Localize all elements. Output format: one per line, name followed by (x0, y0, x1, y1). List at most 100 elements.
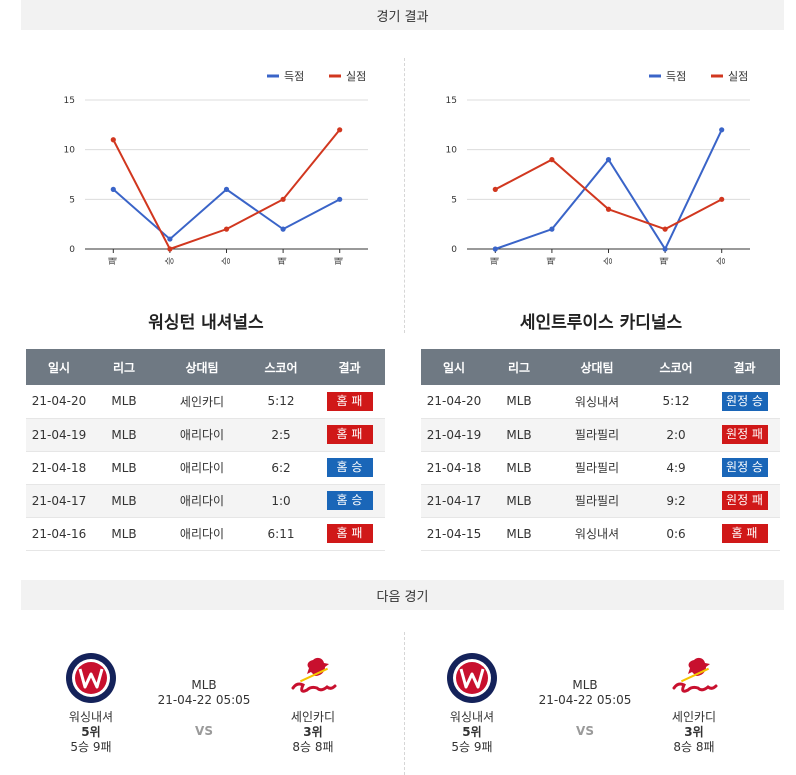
cell-score: 0:6 (643, 517, 709, 551)
away-team-name: 세인카디 (671, 710, 717, 724)
series-line-allowed (494, 158, 723, 231)
away-team-name: 세인카디 (290, 710, 336, 724)
result-badge: 원정 승 (721, 458, 768, 477)
data-point (492, 186, 498, 192)
data-point (492, 246, 498, 252)
y-tick-label: 5 (69, 195, 75, 205)
table-header-row: 일시 리그 상대팀 스코어 결과 (26, 349, 385, 385)
next-game-away-team[interactable]: 세인카디 3위 8승 8패 (268, 652, 358, 755)
cell-league: MLB (92, 418, 156, 452)
y-tick-label: 10 (64, 146, 76, 156)
data-point (662, 226, 668, 232)
cell-result: 홈 패 (314, 418, 385, 452)
cell-score: 6:2 (248, 451, 314, 485)
data-point (719, 127, 725, 133)
column-header-date: 일시 (421, 349, 487, 385)
data-point (167, 236, 173, 242)
table-row: 21-04-15 MLB 워싱내셔 0:6 홈 패 (421, 517, 780, 551)
next-game-info: MLB 21-04-22 05:05 (525, 678, 645, 708)
left-team-score-chart: 0 5 10 15 패 승 승 패 패 득점 실점 (64, 70, 368, 265)
data-point (549, 157, 555, 163)
x-tick-label: 승 (716, 257, 727, 265)
x-tick-label: 승 (164, 257, 175, 265)
next-game-section-header: 다음 경기 (21, 580, 784, 610)
cell-result: 홈 패 (314, 385, 385, 419)
data-point (549, 226, 555, 232)
data-point (337, 196, 343, 202)
cell-opponent: 필라필리 (551, 418, 643, 452)
cell-league: MLB (92, 385, 156, 419)
cell-result: 원정 승 (709, 451, 780, 485)
result-badge: 원정 승 (721, 391, 768, 411)
result-badge: 홈 승 (326, 491, 373, 510)
result-badge: 원정 패 (721, 491, 768, 510)
result-badge: 홈 패 (326, 524, 373, 543)
cell-result: 홈 패 (314, 517, 385, 551)
cell-score: 5:12 (643, 385, 709, 419)
next-game-league: MLB (191, 678, 217, 692)
cell-score: 5:12 (248, 385, 314, 419)
cell-result: 홈 승 (314, 451, 385, 485)
legend-label: 득점 (284, 70, 304, 83)
next-game-away-team[interactable]: 세인카디 3위 8승 8패 (649, 652, 739, 755)
y-tick-label: 0 (69, 245, 75, 255)
results-section-title: 경기 결과 (376, 9, 429, 25)
x-tick-label: 승 (603, 257, 614, 265)
away-team-record: 8승 8패 (673, 740, 715, 754)
cardinals-logo-icon (291, 657, 337, 693)
column-header-date: 일시 (26, 349, 92, 385)
cell-league: MLB (92, 484, 156, 518)
cell-date: 21-04-16 (26, 517, 92, 551)
cell-league: MLB (487, 517, 551, 551)
table-row: 21-04-17 MLB 필라필리 9:2 원정 패 (421, 484, 780, 518)
x-tick-label: 승 (221, 257, 232, 265)
cell-date: 21-04-19 (421, 418, 487, 452)
home-team-name: 워싱내셔 (449, 710, 495, 724)
data-point (605, 206, 612, 212)
next-game-card-right: 워싱내셔 5위 5승 9패 MLB 21-04-22 05:05 VS 세인카디… (407, 640, 787, 760)
cell-league: MLB (487, 418, 551, 452)
column-header-opponent: 상대팀 (551, 349, 643, 385)
cell-result: 원정 패 (709, 418, 780, 452)
next-game-divider (404, 632, 405, 775)
cell-league: MLB (487, 484, 551, 518)
home-team-rank: 5위 (81, 725, 101, 739)
data-point (337, 127, 343, 133)
home-team-name: 워싱내셔 (68, 710, 114, 724)
vs-label: VS (195, 724, 213, 738)
table-row: 21-04-18 MLB 애리다이 6:2 홈 승 (26, 451, 385, 485)
next-game-home-team[interactable]: 워싱내셔 5위 5승 9패 (46, 652, 136, 755)
cell-opponent: 애리다이 (156, 451, 248, 485)
cell-date: 21-04-17 (421, 484, 487, 518)
cell-league: MLB (92, 517, 156, 551)
column-divider (404, 58, 405, 333)
table-row: 21-04-20 MLB 워싱내셔 5:12 원정 승 (421, 385, 780, 419)
right-team-score-chart: 0 5 10 15 패 패 승 패 승 득점 실점 (446, 70, 750, 265)
legend-label: 득점 (666, 70, 686, 83)
column-header-result: 결과 (709, 349, 780, 385)
result-badge: 홈 패 (721, 524, 768, 543)
data-point (719, 196, 725, 202)
x-tick-label: 패 (108, 257, 119, 265)
cell-date: 21-04-18 (26, 451, 92, 485)
cell-score: 1:0 (248, 484, 314, 518)
cell-score: 2:0 (643, 418, 709, 452)
column-header-score: 스코어 (643, 349, 709, 385)
result-badge: 홈 패 (326, 391, 373, 411)
nationals-logo-icon (66, 653, 116, 703)
data-point (605, 157, 612, 163)
next-game-home-team[interactable]: 워싱내셔 5위 5승 9패 (427, 652, 517, 755)
cell-opponent: 세인카디 (156, 385, 248, 419)
x-tick-label: 패 (278, 257, 289, 265)
table-row: 21-04-17 MLB 애리다이 1:0 홈 승 (26, 484, 385, 518)
cell-date: 21-04-20 (421, 385, 487, 419)
away-team-record: 8승 8패 (292, 740, 334, 754)
table-row: 21-04-16 MLB 애리다이 6:11 홈 패 (26, 517, 385, 551)
series-line-scored (494, 129, 723, 252)
cell-date: 21-04-19 (26, 418, 92, 452)
results-section-header: 경기 결과 (21, 0, 784, 30)
cell-result: 원정 패 (709, 484, 780, 518)
legend-label: 실점 (728, 70, 748, 83)
column-header-league: 리그 (92, 349, 156, 385)
result-badge: 원정 패 (721, 425, 768, 444)
